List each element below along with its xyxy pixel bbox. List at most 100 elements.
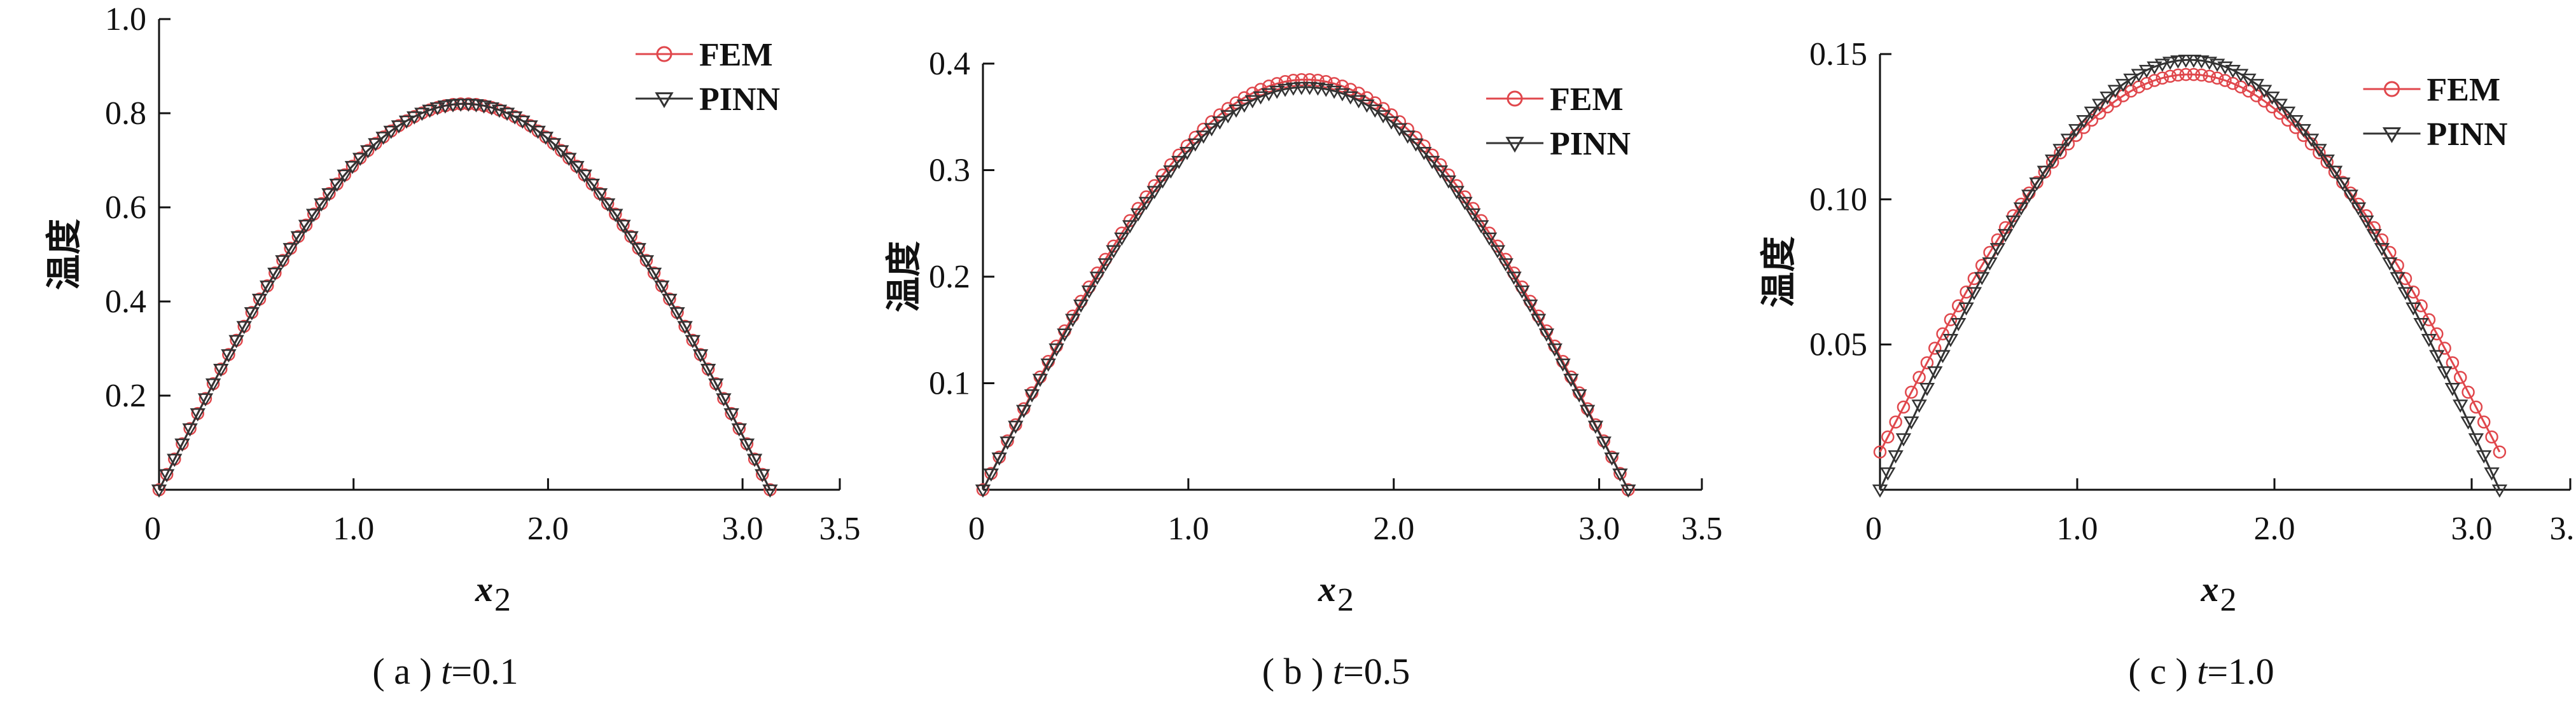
data-point-pinn	[755, 469, 770, 483]
data-point-pinn	[344, 161, 361, 174]
data-point-fem	[2414, 299, 2428, 312]
data-point-pinn	[1958, 302, 1974, 316]
data-point-pinn	[669, 307, 685, 321]
caption-value: =1.0	[2207, 651, 2274, 692]
x-tick-label: 0	[1865, 511, 1882, 547]
data-point-pinn	[2178, 55, 2194, 68]
y-tick-label: 0.15	[1809, 36, 1867, 73]
data-point-fem	[1952, 299, 1965, 312]
data-point-pinn	[1212, 116, 1228, 130]
data-point-pinn	[630, 243, 646, 256]
data-point-pinn	[654, 280, 670, 294]
data-point-pinn	[2131, 69, 2147, 83]
data-point-pinn	[422, 104, 438, 118]
data-point-pinn	[2397, 287, 2414, 301]
legend-label: FEM	[2427, 72, 2501, 108]
data-point-fem	[1270, 77, 1284, 90]
data-point-pinn	[646, 267, 662, 281]
x-tick-label: 3.5	[1681, 511, 1723, 547]
data-point-pinn	[2084, 106, 2100, 120]
y-axis-label: 温度	[1758, 237, 1800, 308]
y-tick-label: 0.4	[929, 46, 970, 82]
data-point-pinn	[2005, 215, 2021, 229]
data-point-pinn	[1400, 130, 1416, 144]
x-tick-label: 3.0	[1578, 511, 1620, 547]
data-point-pinn	[2444, 383, 2461, 396]
data-point-pinn	[1204, 123, 1220, 137]
data-point-pinn	[1489, 245, 1506, 259]
data-point-pinn	[352, 153, 368, 167]
data-point-pinn	[2162, 57, 2178, 70]
data-point-pinn	[375, 132, 391, 145]
data-point-pinn	[1982, 257, 1998, 271]
x-axis-label-subscript: 2	[2220, 582, 2237, 618]
data-point-pinn	[1285, 82, 1302, 96]
panel-caption: ( a ) t=0.1	[372, 651, 518, 692]
data-point-pinn	[1587, 420, 1604, 434]
data-point-fem	[1017, 402, 1031, 415]
data-point-pinn	[2029, 177, 2045, 191]
data-point-pinn	[662, 293, 678, 307]
data-point-pinn	[1408, 138, 1424, 152]
data-point-pinn	[2437, 366, 2453, 380]
data-point-fem	[2313, 146, 2326, 160]
data-point-pinn	[2052, 144, 2068, 157]
data-point-pinn	[2343, 190, 2358, 204]
data-point-pinn	[2060, 134, 2077, 147]
data-point-pinn	[1538, 328, 1555, 342]
data-point-pinn	[1465, 208, 1481, 222]
data-point-fem	[1912, 371, 1926, 384]
caption-prefix: ( a )	[372, 651, 441, 692]
data-point-pinn	[1530, 314, 1547, 328]
data-point-pinn	[275, 255, 291, 268]
data-point-pinn	[1293, 81, 1309, 95]
data-point-pinn	[2295, 124, 2311, 137]
data-point-pinn	[1440, 175, 1457, 189]
data-point-pinn	[1449, 186, 1465, 200]
data-point-fem	[2320, 155, 2334, 169]
data-point-pinn	[2288, 114, 2304, 128]
series-pinn	[975, 81, 1636, 498]
data-point-pinn	[461, 99, 477, 112]
series-line-fem	[158, 102, 771, 490]
data-point-pinn	[991, 452, 1007, 466]
y-axis-label: 温度	[883, 241, 925, 312]
data-point-fem	[1295, 73, 1308, 87]
data-point-pinn	[983, 468, 999, 482]
legend-item-pinn: PINN	[1486, 126, 1631, 162]
data-point-fem	[2438, 342, 2451, 355]
data-point-fem	[1246, 87, 1259, 100]
data-point-pinn	[1424, 156, 1440, 169]
data-point-fem	[2210, 71, 2224, 85]
data-point-fem	[1936, 327, 1949, 341]
series-line-fem	[1879, 73, 2501, 453]
legend-label: PINN	[2427, 116, 2508, 153]
data-point-fem	[1327, 77, 1341, 90]
chart-panel-a: 0.2 0.4 0.6 0.8 1.0 0 1.0 2.0 3.0 3.5 温度 x 2 FEM PINN (…	[43, 1, 861, 692]
data-point-pinn	[1310, 82, 1326, 96]
data-point-pinn	[623, 231, 639, 245]
data-point-pinn	[337, 169, 352, 183]
data-point-pinn	[1195, 130, 1211, 144]
series-pinn	[1872, 55, 2508, 498]
data-point-pinn	[251, 293, 268, 307]
data-point-pinn	[1016, 405, 1032, 419]
legend-marker	[2384, 81, 2400, 97]
data-point-pinn	[608, 209, 623, 223]
chart-panel-c: 0.05 0.10 0.15 0 1.0 2.0 3.0 3.5 温度 x2 FEM PINN ( c …	[1758, 36, 2576, 692]
y-tick-label: 0.10	[1809, 181, 1867, 218]
y-axis-label: 温度	[43, 219, 85, 290]
data-point-pinn	[1244, 95, 1260, 109]
data-point-pinn	[1122, 220, 1138, 233]
data-point-pinn	[708, 378, 724, 392]
legend-marker	[1507, 90, 1523, 107]
data-point-pinn	[2280, 106, 2296, 120]
data-point-pinn	[244, 307, 260, 321]
data-point-pinn	[407, 111, 422, 125]
data-point-pinn	[197, 393, 214, 407]
data-point-fem	[1881, 430, 1895, 444]
data-point-pinn	[174, 438, 190, 452]
data-point-pinn	[158, 469, 175, 483]
data-point-fem	[2195, 68, 2208, 82]
data-point-fem	[2045, 155, 2059, 169]
